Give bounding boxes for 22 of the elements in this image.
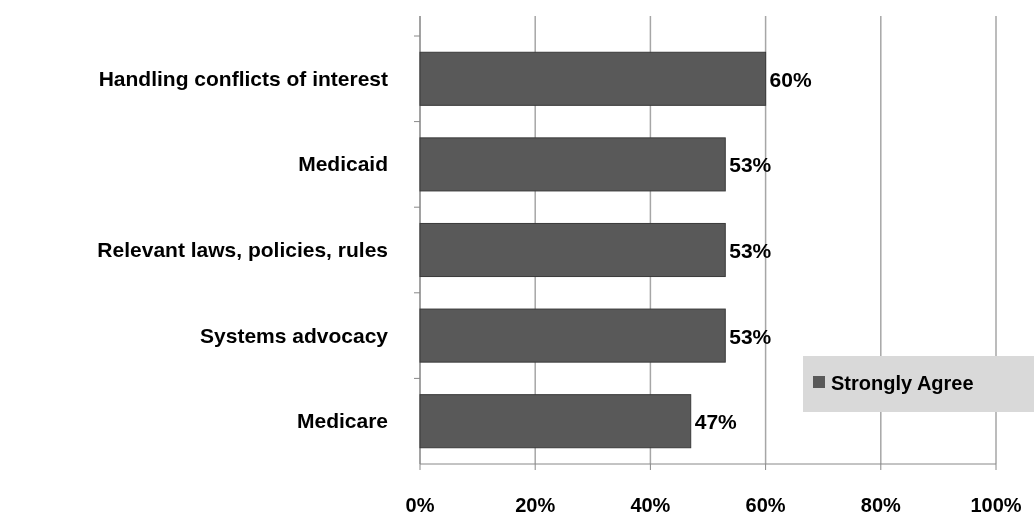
x-tick-label: 60% <box>745 494 786 516</box>
y-tick-label: Handling conflicts of interest <box>98 66 388 90</box>
x-tick-label: 40% <box>630 494 671 516</box>
bar <box>419 51 767 106</box>
data-label: 53% <box>729 239 772 262</box>
data-label: 53% <box>729 324 772 348</box>
x-tick-label: 0% <box>405 494 435 516</box>
data-label: 47% <box>694 410 738 434</box>
y-tick-label: Systems advocacy <box>200 323 389 347</box>
x-tick-label: 20% <box>515 494 556 516</box>
bar <box>419 394 692 449</box>
x-tick-label: 80% <box>860 494 902 516</box>
bar <box>419 308 726 363</box>
data-label: 60% <box>769 67 812 91</box>
legend-label: Strongly Agree <box>831 372 974 394</box>
y-tick-label: Medicare <box>296 409 388 433</box>
data-label: 53% <box>729 153 772 177</box>
bar <box>419 222 726 278</box>
y-tick-label: Relevant laws, policies, rules <box>97 238 388 261</box>
bar <box>419 137 726 192</box>
x-tick-label: 100% <box>970 494 1022 516</box>
y-tick-label: Medicaid <box>298 152 388 176</box>
